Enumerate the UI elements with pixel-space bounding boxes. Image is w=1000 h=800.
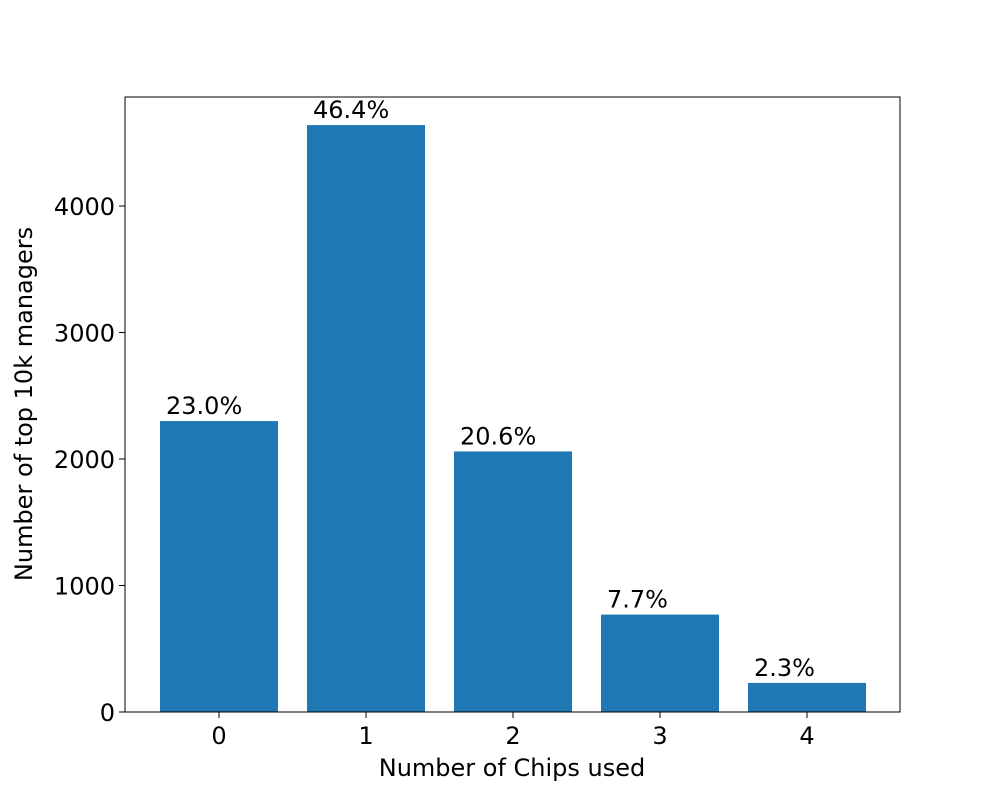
bar [307,125,425,712]
y-tick-label: 2000 [54,446,115,474]
bar [454,451,572,712]
value-label: 23.0% [166,392,242,420]
x-tick-label: 4 [799,722,814,750]
value-label: 20.6% [460,422,536,450]
x-tick-label: 0 [211,722,226,750]
x-tick-label: 3 [652,722,667,750]
y-tick-label: 4000 [54,193,115,221]
value-label: 46.4% [313,96,389,124]
x-tick-label: 1 [358,722,373,750]
plot-frame [124,96,901,713]
value-label: 7.7% [607,586,668,614]
y-tick-label: 0 [100,699,115,727]
y-tick-label: 3000 [54,320,115,348]
value-label: 2.3% [754,654,815,682]
x-axis-label: Number of Chips used [379,754,646,782]
x-tick-label: 2 [505,722,520,750]
y-tick-label: 1000 [54,573,115,601]
y-axis-label: Number of top 10k managers [10,227,38,581]
bar [601,614,719,712]
bar [160,421,278,712]
bar [748,682,866,712]
